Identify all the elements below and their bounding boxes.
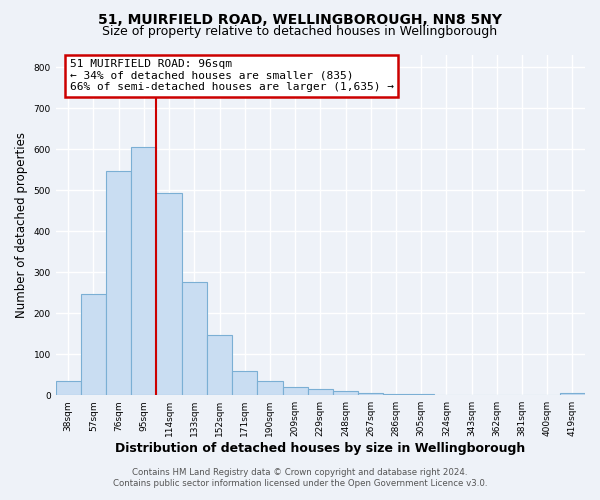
- Bar: [232, 370, 257, 395]
- Text: 51, MUIRFIELD ROAD, WELLINGBOROUGH, NN8 5NY: 51, MUIRFIELD ROAD, WELLINGBOROUGH, NN8 …: [98, 12, 502, 26]
- Bar: [106, 170, 131, 395]
- Bar: [333, 391, 358, 395]
- Y-axis label: Number of detached properties: Number of detached properties: [15, 132, 28, 318]
- Bar: [358, 393, 383, 395]
- Bar: [131, 147, 157, 395]
- Bar: [207, 334, 232, 395]
- Bar: [383, 394, 409, 395]
- X-axis label: Distribution of detached houses by size in Wellingborough: Distribution of detached houses by size …: [115, 442, 526, 455]
- Bar: [56, 381, 81, 395]
- Bar: [81, 294, 106, 395]
- Bar: [283, 387, 308, 395]
- Bar: [560, 393, 585, 395]
- Text: 51 MUIRFIELD ROAD: 96sqm
← 34% of detached houses are smaller (835)
66% of semi-: 51 MUIRFIELD ROAD: 96sqm ← 34% of detach…: [70, 59, 394, 92]
- Bar: [409, 394, 434, 395]
- Bar: [257, 381, 283, 395]
- Bar: [157, 193, 182, 395]
- Bar: [308, 389, 333, 395]
- Text: Contains HM Land Registry data © Crown copyright and database right 2024.
Contai: Contains HM Land Registry data © Crown c…: [113, 468, 487, 487]
- Bar: [182, 282, 207, 395]
- Text: Size of property relative to detached houses in Wellingborough: Size of property relative to detached ho…: [103, 25, 497, 38]
